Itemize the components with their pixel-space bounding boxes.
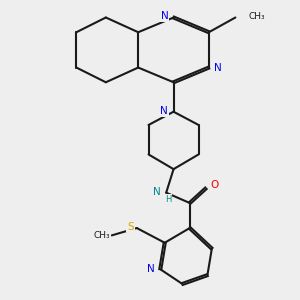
Text: CH₃: CH₃ — [94, 232, 110, 241]
Text: N: N — [160, 11, 168, 21]
Text: CH₃: CH₃ — [249, 11, 265, 20]
Text: N: N — [147, 264, 154, 274]
Text: N: N — [160, 106, 168, 116]
Text: S: S — [127, 222, 134, 232]
Text: N: N — [153, 187, 161, 197]
Text: N: N — [214, 63, 222, 73]
Text: O: O — [210, 180, 219, 190]
Text: H: H — [165, 195, 172, 204]
